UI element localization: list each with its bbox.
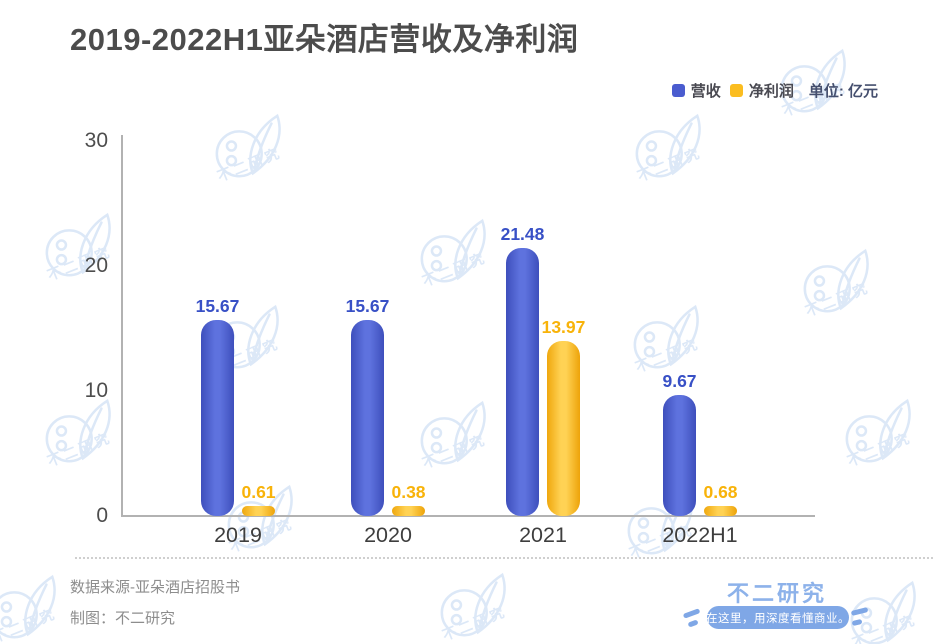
brand-watermark-icon: 不二研究 [435,572,513,643]
badge-dash-icon [851,618,863,626]
value-label-revenue-2021: 21.48 [500,223,545,244]
bar-netprofit-2021 [547,341,580,516]
value-label-revenue-2019: 15.67 [195,296,240,317]
legend-swatch-revenue [671,84,685,97]
brand-logo-text: 不二研究 [726,581,827,606]
y-tick-label: 30 [84,129,108,152]
brand-watermark-icon: 不二研究 [798,248,876,319]
value-label-netprofit-2022H1: 0.68 [703,482,738,502]
brand-watermark-icon: 不二研究 [628,304,706,375]
value-label-netprofit-2020: 0.38 [391,482,426,502]
legend-label-revenue: 营收 [690,83,721,100]
legend-swatch-netprofit [729,84,743,97]
footer-credit: 制图：不二研究 [70,610,176,627]
footer-divider [75,557,933,559]
value-label-netprofit-2021: 13.97 [541,317,586,338]
badge-dash-icon [682,608,701,619]
brand-watermark-icon: 不二研究 [210,113,288,184]
x-category-label-2022H1: 2022H1 [662,523,738,547]
bar-netprofit-2022H1 [704,506,737,516]
page-title: 2019-2022H1亚朵酒店营收及净利润 [70,22,579,57]
footer-source: 数据来源-亚朵酒店招股书 [70,579,240,596]
brand-watermark-icon: 不二研究 [40,398,118,469]
value-label-revenue-2020: 15.67 [345,296,390,317]
bar-revenue-2021 [506,247,539,516]
legend-item-netprofit: 净利润 [729,80,794,101]
brand-watermark-icon: 不二研究 [630,113,708,184]
value-label-revenue-2022H1: 9.67 [662,371,697,392]
legend-item-revenue: 营收 [671,80,721,101]
brand-tagline-badge: 在这里，用深度看懂商业。 [706,606,850,629]
legend: 营收 净利润 单位: 亿元 [671,80,878,101]
x-category-label-2020: 2020 [364,523,412,547]
badge-dash-icon [687,619,699,628]
x-category-label-2021: 2021 [519,523,567,547]
value-label-netprofit-2019: 0.61 [241,482,276,502]
unit-label: 单位: 亿元 [808,83,878,100]
bar-netprofit-2019 [242,506,275,516]
x-category-label-2019: 2019 [214,523,262,547]
y-axis-line [121,135,123,517]
y-tick-label: 10 [84,379,108,402]
brand-watermark-icon: 不二研究 [840,398,918,469]
brand-watermark-icon: 不二研究 [415,400,493,471]
badge-dash-icon [850,607,869,616]
x-axis-line [121,515,815,517]
y-tick-label: 20 [84,254,108,277]
bar-netprofit-2020 [392,506,425,516]
brand-watermark-icon: 不二研究 [0,574,63,644]
y-tick-label: 0 [96,504,108,527]
bar-revenue-2020 [351,320,384,516]
legend-label-netprofit: 净利润 [748,83,794,100]
